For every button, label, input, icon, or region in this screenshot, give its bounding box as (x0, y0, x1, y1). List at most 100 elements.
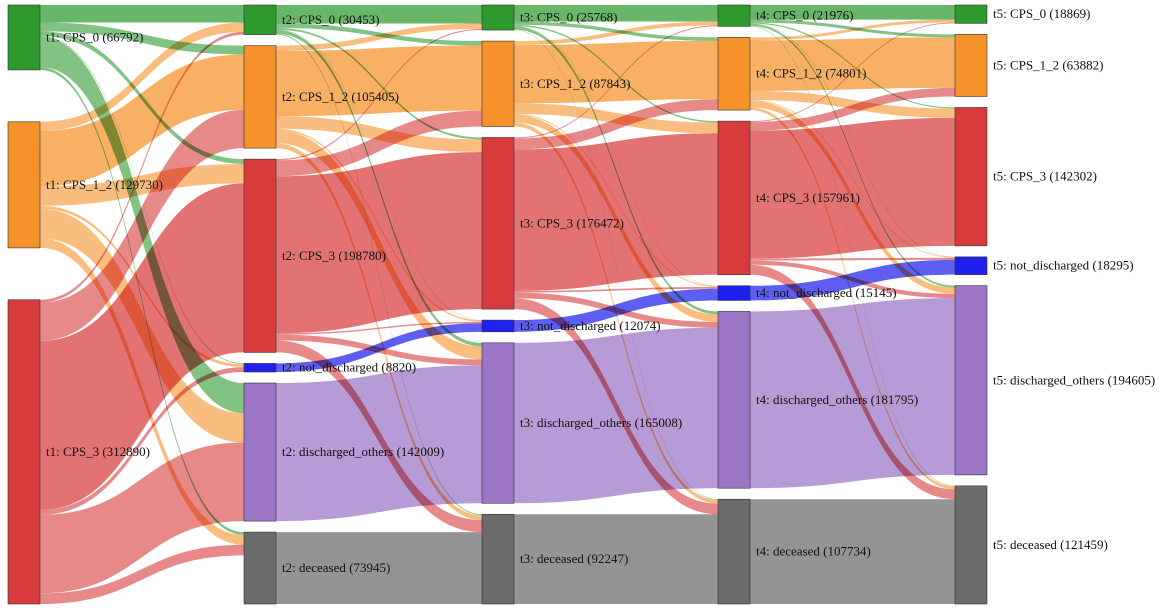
flow-t2-CPS_3-to-t3-not_discharged (276, 321, 482, 335)
node-label-t1-CPS_0: t1: CPS_0 (66792) (46, 29, 144, 44)
node-t3-CPS_0 (481, 4, 515, 31)
node-t5-CPS_1_2 (954, 34, 988, 97)
flow-t2-CPS_1_2-to-t3-deceased (276, 143, 482, 521)
node-t5-CPS_3 (954, 107, 988, 247)
flow-t1-CPS_3-to-t2-discharged_others (40, 442, 244, 594)
flow-t3-discharged_others-to-t4-discharged_others (514, 327, 718, 504)
node-label-t4-not_discharged: t4: not_discharged (15145) (756, 285, 897, 300)
node-label-t3-CPS_1_2: t3: CPS_1_2 (87843) (520, 76, 631, 91)
flow-t4-CPS_1_2-to-t5-CPS_3 (750, 90, 955, 118)
flow-t4-CPS_3-to-t5-not_discharged (750, 257, 955, 261)
node-label-t1-CPS_1_2: t1: CPS_1_2 (129730) (46, 177, 163, 192)
node-label-t5-CPS_3: t5: CPS_3 (142302) (993, 169, 1097, 184)
node-label-t5-deceased: t5: deceased (121459) (993, 537, 1108, 552)
node-label-t3-CPS_0: t3: CPS_0 (25768) (520, 10, 618, 25)
node-t1-CPS_3 (7, 299, 41, 605)
node-label-t2-CPS_3: t2: CPS_3 (198780) (282, 248, 386, 263)
flow-t3-deceased-to-t4-deceased (514, 514, 718, 604)
flow-t1-CPS_3-to-t2-deceased (40, 544, 244, 604)
flow-t1-CPS_3-to-t2-CPS_0 (40, 31, 244, 303)
flow-t2-CPS_3-to-t3-CPS_3 (276, 152, 482, 334)
flow-t2-CPS_3-to-t3-CPS_0 (276, 28, 482, 161)
flow-t3-CPS_3-to-t4-CPS_0 (514, 25, 718, 139)
node-label-t5-CPS_1_2: t5: CPS_1_2 (63882) (993, 57, 1104, 72)
flow-t1-CPS_3-to-t2-not_discharged (40, 367, 244, 515)
node-label-t4-CPS_0: t4: CPS_0 (21976) (756, 8, 854, 23)
flow-t1-CPS_0-to-t2-CPS_1_2 (40, 22, 244, 55)
node-label-t3-not_discharged: t3: not_discharged (12074) (520, 318, 661, 333)
node-t1-CPS_1_2 (7, 121, 41, 249)
node-t4-CPS_3 (717, 120, 751, 276)
node-t4-not_discharged (717, 285, 751, 301)
node-t1-CPS_0 (7, 4, 41, 71)
node-label-t1-CPS_3: t1: CPS_3 (312890) (46, 444, 150, 459)
flow-t3-CPS_1_2-to-t4-CPS_1_2 (514, 40, 718, 104)
flow-t2-CPS_0-to-t3-CPS_0 (276, 5, 482, 24)
node-label-t2-CPS_1_2: t2: CPS_1_2 (105405) (282, 89, 399, 104)
node-t3-deceased (481, 513, 515, 605)
node-t5-deceased (954, 485, 988, 605)
flow-t2-CPS_3-to-t3-CPS_1_2 (276, 110, 482, 177)
node-label-t2-deceased: t2: deceased (73945) (282, 560, 390, 575)
flow-t2-discharged_others-to-t3-discharged_others (276, 365, 482, 522)
node-label-t2-CPS_0: t2: CPS_0 (30453) (282, 12, 380, 27)
node-t5-CPS_0 (954, 4, 988, 24)
node-t2-deceased (243, 531, 277, 605)
flow-t4-discharged_others-to-t5-discharged_others (750, 298, 955, 489)
flow-t4-CPS_3-to-t5-CPS_3 (750, 117, 955, 259)
flow-t1-CPS_0-to-t2-not_discharged (40, 36, 244, 365)
flow-t3-CPS_3-to-t4-CPS_3 (514, 133, 718, 291)
node-t5-discharged_others (954, 285, 988, 476)
flow-t4-CPS_0-to-t5-CPS_1_2 (750, 19, 955, 38)
node-label-t4-CPS_3: t4: CPS_3 (157961) (756, 190, 860, 205)
flow-t2-CPS_0-to-t3-CPS_1_2 (276, 23, 482, 46)
flow-t3-CPS_0-to-t4-CPS_0 (514, 5, 718, 22)
flow-t1-CPS_1_2-to-t2-CPS_0 (40, 22, 244, 132)
flow-t4-CPS_1_2-to-t5-CPS_0 (750, 19, 955, 41)
flow-t4-deceased-to-t5-deceased (750, 499, 955, 604)
flow-t3-not_discharged-to-t4-not_discharged (514, 288, 718, 332)
links-layer (40, 5, 955, 604)
node-label-t2-not_discharged: t2: not_discharged (8820) (282, 360, 416, 375)
flow-t4-CPS_0-to-t5-deceased (750, 25, 955, 487)
node-t2-CPS_0 (243, 4, 277, 35)
node-label-t4-CPS_1_2: t4: CPS_1_2 (74801) (756, 66, 867, 81)
flow-t4-not_discharged-to-t5-not_discharged (750, 259, 955, 301)
node-label-t3-CPS_3: t3: CPS_3 (176472) (520, 215, 624, 230)
labels-layer: t1: CPS_0 (66792) t1: CPS_1_2 (129730) t1:… (46, 6, 1155, 575)
flow-t3-CPS_1_2-to-t4-CPS_3 (514, 103, 718, 134)
node-t4-CPS_1_2 (717, 37, 751, 111)
node-t2-CPS_3 (243, 158, 277, 353)
flow-t2-CPS_1_2-to-t3-CPS_3 (276, 116, 482, 153)
node-t4-deceased (717, 498, 751, 605)
node-t2-CPS_1_2 (243, 45, 277, 149)
flow-t3-CPS_0-to-t4-CPS_1_2 (514, 21, 718, 41)
flow-t4-CPS_0-to-t5-CPS_0 (750, 5, 955, 20)
flow-t3-CPS_3-to-t4-CPS_1_2 (514, 99, 718, 150)
flow-t4-CPS_3-to-t5-CPS_1_2 (750, 87, 955, 131)
node-t4-discharged_others (717, 311, 751, 489)
node-t5-not_discharged (954, 256, 988, 275)
node-label-t2-discharged_others: t2: discharged_others (142009) (282, 444, 444, 459)
node-label-t5-discharged_others: t5: discharged_others (194605) (993, 372, 1155, 387)
flow-t4-CPS_3-to-t5-CPS_0 (750, 22, 955, 122)
node-t3-not_discharged (481, 319, 515, 333)
flow-t2-CPS_1_2-to-t3-CPS_0 (276, 23, 482, 51)
flow-t3-CPS_3-to-t4-not_discharged (514, 286, 718, 293)
node-t3-CPS_1_2 (481, 40, 515, 127)
node-label-t3-discharged_others: t3: discharged_others (165008) (520, 415, 682, 430)
flow-t1-CPS_1_2-to-t2-CPS_3 (40, 163, 244, 206)
flow-t1-CPS_3-to-t2-CPS_1_2 (40, 109, 244, 341)
flow-t4-CPS_1_2-to-t5-deceased (750, 107, 955, 490)
node-label-t3-deceased: t3: deceased (92247) (520, 551, 628, 566)
flow-t2-CPS_1_2-to-t3-CPS_1_2 (276, 45, 482, 117)
node-t2-discharged_others (243, 382, 277, 522)
flow-t1-CPS_0-to-t2-CPS_0 (40, 5, 244, 23)
flow-t2-deceased-to-t3-deceased (276, 532, 482, 604)
node-label-t4-deceased: t4: deceased (107734) (756, 544, 871, 559)
node-label-t4-discharged_others: t4: discharged_others (181795) (756, 392, 918, 407)
flow-t2-not_discharged-to-t3-not_discharged (276, 323, 482, 372)
node-t2-not_discharged (243, 363, 277, 373)
node-label-t5-not_discharged: t5: not_discharged (18295) (993, 258, 1134, 273)
flow-t1-CPS_3-to-t2-CPS_3 (40, 183, 244, 510)
